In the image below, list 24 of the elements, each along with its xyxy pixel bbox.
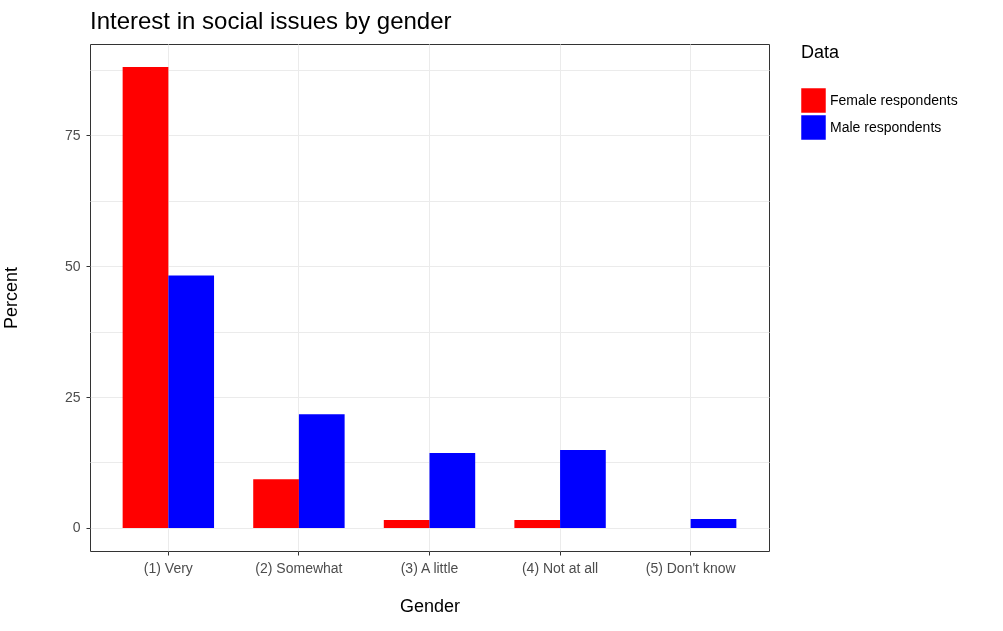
- x-tick-label: (1) Very: [143, 559, 193, 576]
- chart-title: Interest in social issues by gender: [90, 7, 452, 34]
- bar: [298, 414, 345, 528]
- y-tick-label: 50: [64, 257, 81, 274]
- y-tick-label: 0: [72, 519, 81, 536]
- bar: [253, 479, 299, 528]
- y-tick-label: 25: [64, 388, 81, 405]
- x-tick-label: (2) Somewhat: [255, 559, 343, 576]
- x-axis-title: Gender: [399, 595, 461, 616]
- x-tick-label: (4) Not at all: [521, 559, 599, 576]
- legend-label: Male respondents: [830, 118, 942, 135]
- legend-label: Female respondents: [830, 91, 958, 108]
- bar: [429, 453, 476, 528]
- x-tick-label: (3) A little: [400, 559, 459, 576]
- bar: [168, 275, 215, 528]
- bar: [690, 519, 737, 528]
- bar: [514, 520, 561, 528]
- x-tick-label: (5) Don't know: [645, 559, 737, 576]
- legend-title: Data: [801, 42, 841, 62]
- bar: [383, 520, 430, 528]
- bar: [560, 449, 606, 528]
- y-axis-title: Percent: [0, 266, 21, 330]
- y-tick-label: 75: [64, 126, 81, 143]
- bar: [122, 67, 169, 528]
